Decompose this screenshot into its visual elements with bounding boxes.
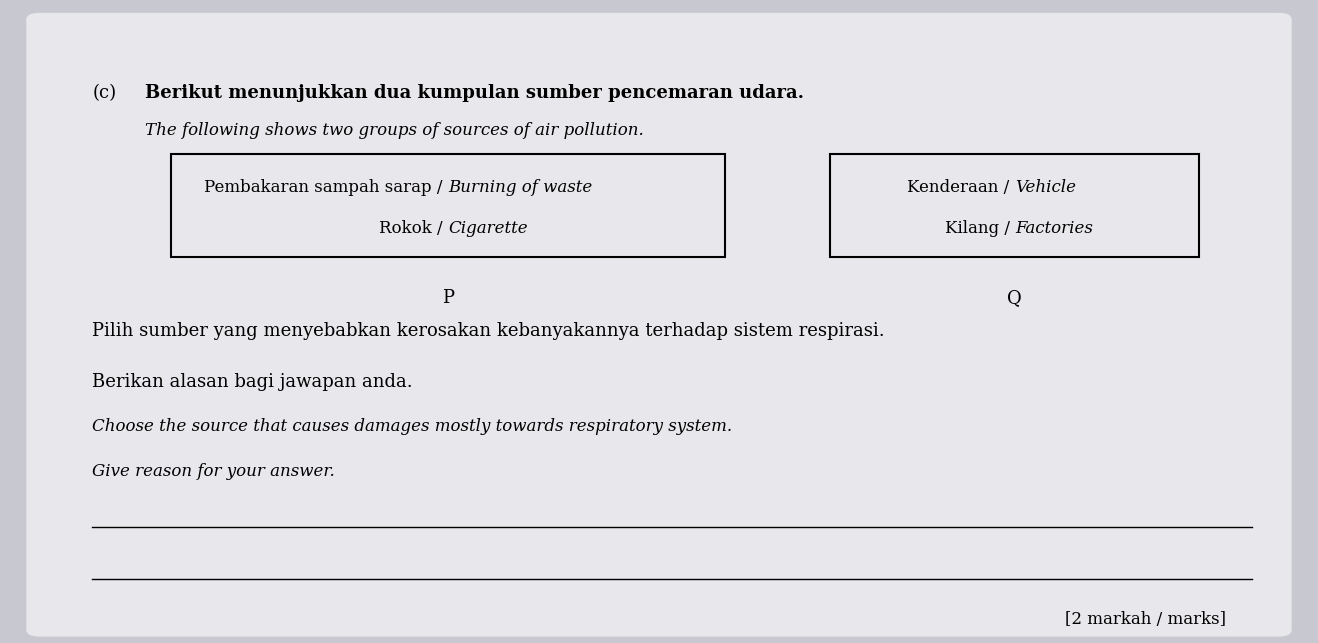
- Text: Factories: Factories: [1015, 220, 1093, 237]
- Text: [2 markah / marks]: [2 markah / marks]: [1065, 611, 1226, 628]
- Text: Berikut menunjukkan dua kumpulan sumber pencemaran udara.: Berikut menunjukkan dua kumpulan sumber …: [145, 84, 804, 102]
- Text: Pembakaran sampah sarap /: Pembakaran sampah sarap /: [204, 179, 448, 195]
- Text: Pilih sumber yang menyebabkan kerosakan kebanyakannya terhadap sistem respirasi.: Pilih sumber yang menyebabkan kerosakan …: [92, 322, 884, 340]
- Text: Kenderaan /: Kenderaan /: [907, 179, 1015, 195]
- Text: Give reason for your answer.: Give reason for your answer.: [92, 463, 335, 480]
- Text: P: P: [442, 289, 455, 307]
- Text: The following shows two groups of sources of air pollution.: The following shows two groups of source…: [145, 122, 643, 139]
- Text: Choose the source that causes damages mostly towards respiratory system.: Choose the source that causes damages mo…: [92, 418, 733, 435]
- Text: Cigarette: Cigarette: [448, 220, 527, 237]
- Text: Vehicle: Vehicle: [1015, 179, 1075, 195]
- Text: Kilang /: Kilang /: [945, 220, 1015, 237]
- FancyBboxPatch shape: [26, 13, 1292, 637]
- Text: (c): (c): [92, 84, 116, 102]
- Text: Q: Q: [1007, 289, 1023, 307]
- Text: Berikan alasan bagi jawapan anda.: Berikan alasan bagi jawapan anda.: [92, 373, 413, 391]
- Text: Burning of waste: Burning of waste: [448, 179, 592, 195]
- Text: Rokok /: Rokok /: [380, 220, 448, 237]
